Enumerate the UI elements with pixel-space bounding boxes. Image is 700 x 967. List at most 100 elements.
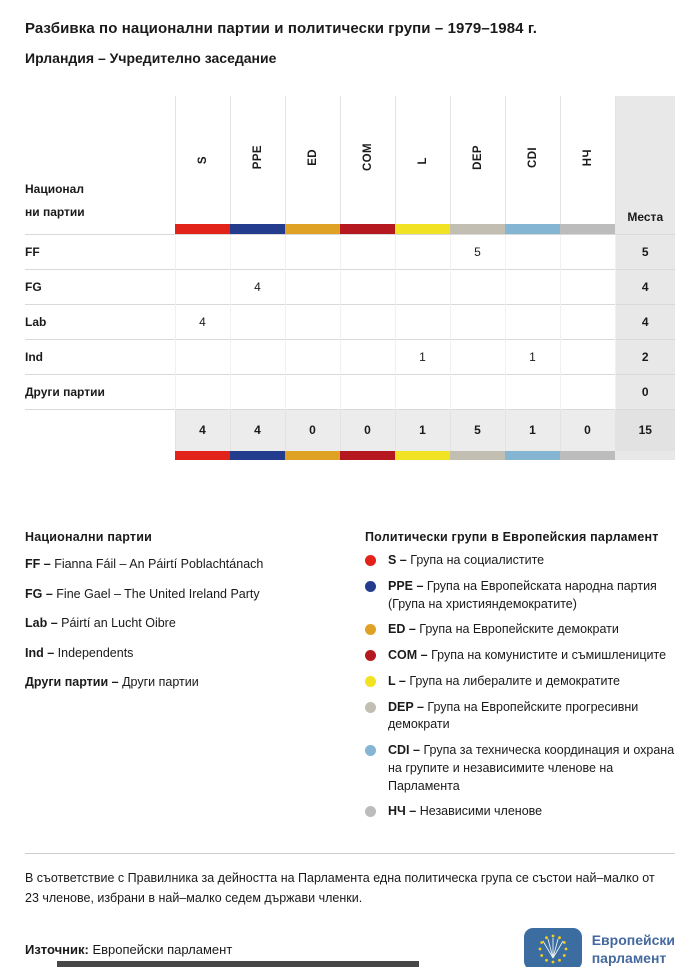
table-cell [339,303,395,339]
page-subtitle: Ирландия – Учредително заседание [25,50,277,66]
party-name: FF [25,233,175,269]
table-cell [284,373,340,409]
cut-off-footer-bar [57,961,419,967]
page-title: Разбивка по национални партии и политиче… [25,20,537,37]
table-row-ind: Ind 1 1 2 [25,338,675,374]
totals-row: 4 4 0 0 1 5 1 0 15 [25,408,675,451]
table-cell [394,268,450,304]
party-name: Lab [25,303,175,339]
table-cell [449,268,505,304]
column-header-nch: НЧ [559,96,615,224]
column-header-ed: ED [284,96,340,224]
seats-column-cell [615,451,675,460]
total-cell: 4 [174,408,230,451]
table-cell [174,373,230,409]
table-cell [339,338,395,374]
table-cell [229,373,285,409]
table-cell [504,373,560,409]
ep-logo-wordmark: Европейски парламент [591,931,675,966]
row-group-header-label: Национални партии [25,182,85,220]
group-color-dot [365,675,376,687]
color-bar-ppe [230,451,285,460]
table-cell [559,233,615,269]
breakdown-table: Национални партии S PPE ED COM L DEP CDI… [25,96,675,460]
legend-item: Lab – Páirtí an Lucht Oibre [25,616,176,630]
table-cell [339,373,395,409]
color-bar-com [340,224,395,234]
column-header-com: COM [339,96,395,224]
table-header-row: Национални партии S PPE ED COM L DEP CDI… [25,96,675,224]
table-row-ff: FF 5 5 [25,233,675,269]
divider [25,853,675,854]
seats-cell: 4 [614,303,675,339]
legend-section: Национални партии FF – Fianna Fáil – An … [25,530,675,821]
group-color-dot [365,624,376,636]
color-bar-ed [285,451,340,460]
color-bar-s [175,451,230,460]
table-cell [559,268,615,304]
legend-item: L – Група на либералите и демократите [365,673,675,691]
total-cell: 4 [229,408,285,451]
total-cell: 0 [284,408,340,451]
table-cell [504,268,560,304]
total-cell: 1 [394,408,450,451]
color-bar-l [395,451,450,460]
table-cell [504,233,560,269]
table-cell [559,303,615,339]
table-cell [559,373,615,409]
group-color-dot [365,701,376,713]
table-cell [394,373,450,409]
table-row-other: Други партии 0 [25,373,675,409]
source-line: Източник: Европейски парламент [25,941,233,957]
table-cell [449,338,505,374]
table-cell [339,233,395,269]
table-cell [559,338,615,374]
group-color-dot [365,650,376,661]
seats-cell: 5 [614,233,675,269]
table-cell [394,303,450,339]
legend-item: PPE – Група на Европейската народна парт… [365,578,675,614]
group-color-dot [365,555,376,566]
table-cell: 5 [449,233,505,269]
table-cell [284,338,340,374]
color-bar-l [395,224,450,234]
header-color-bar-row [25,224,675,234]
table-cell: 4 [174,303,230,339]
group-color-dot [365,745,376,756]
legend-item: DEP – Група на Европейските прогресивни … [365,699,675,735]
color-bar-nch [560,451,615,460]
group-color-dot [365,806,376,818]
total-cell: 0 [339,408,395,451]
legend-item: FF – Fianna Fáil – An Páirtí Poblachtána… [25,557,264,571]
color-bar-cdi [505,224,560,234]
table-cell [394,233,450,269]
empty-cell [25,451,175,460]
legend-item: НЧ – Независими членове [365,803,675,821]
column-header-l: L [394,96,450,224]
color-bar-com [340,451,395,460]
column-header-s: S [174,96,230,224]
footer-color-bar-row [25,451,675,460]
table-cell: 1 [504,338,560,374]
color-bar-cdi [505,451,560,460]
table-row-lab: Lab 4 4 [25,303,675,339]
total-cell: 0 [559,408,615,451]
legend-item: CDI – Група за техническа координация и … [365,742,675,795]
row-group-header: Национални партии [25,96,175,224]
group-color-dot [365,580,376,592]
table-row-fg: FG 4 4 [25,268,675,304]
empty-cell [25,408,175,451]
european-parliament-logo: Европейски парламент [523,928,675,967]
table-cell [449,303,505,339]
legend-item: FG – Fine Gael – The United Ireland Part… [25,586,260,601]
table-cell: 4 [229,268,285,304]
legend-item: S – Група на социалистите [365,552,675,570]
column-header-ppe: PPE [229,96,285,224]
table-cell [229,338,285,374]
legend-left-heading: Национални партии [25,530,152,544]
party-name: FG [25,268,175,304]
seats-cell: 4 [614,268,675,304]
table-cell [174,268,230,304]
table-cell [284,233,340,269]
